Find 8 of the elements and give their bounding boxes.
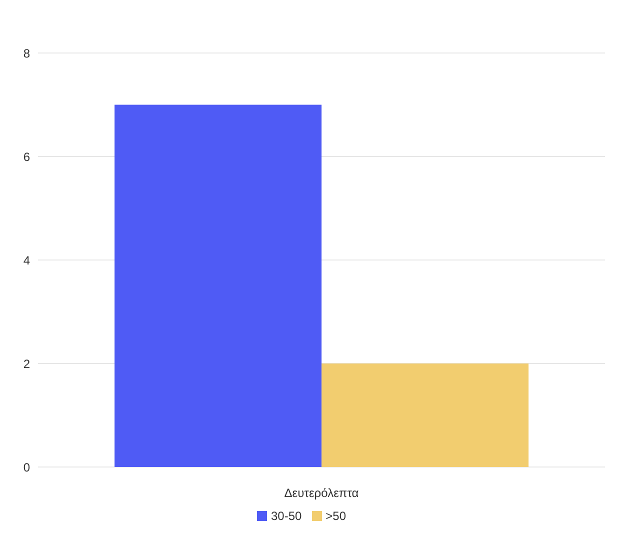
y-tick-label: 6 — [23, 150, 30, 164]
y-tick-label: 8 — [23, 46, 30, 60]
legend-label: 30-50 — [270, 509, 302, 523]
legend-label: >50 — [326, 509, 346, 523]
y-tick-label: 4 — [23, 253, 30, 268]
y-tick-label: 2 — [23, 356, 30, 371]
y-tick-label: 0 — [23, 460, 30, 474]
x-axis-title: Δευτερόλεπτα — [284, 486, 359, 500]
